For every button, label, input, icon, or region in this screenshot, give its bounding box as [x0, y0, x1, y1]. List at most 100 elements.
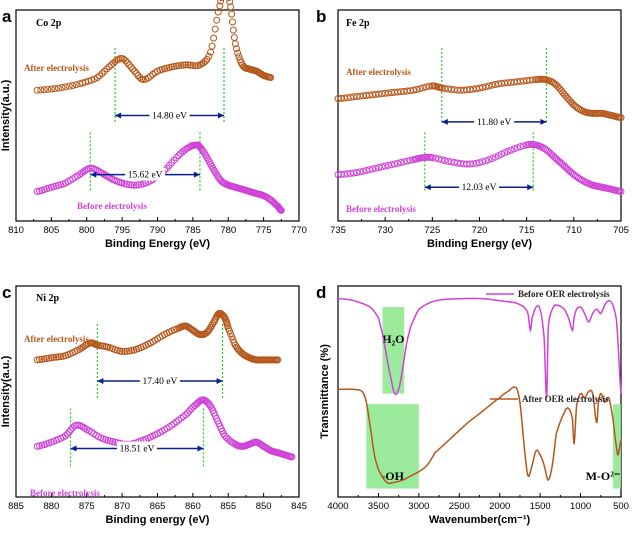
plot-frame: [15, 285, 300, 498]
data-point: [54, 353, 62, 361]
data-point: [416, 85, 424, 93]
panel-c: 885 880 875 870 865 860 855 850 845 Binding energ…: [0, 283, 307, 526]
data-point: [57, 353, 65, 361]
data-point: [391, 160, 399, 168]
highlight-band: [382, 307, 405, 394]
data-point: [617, 188, 625, 195]
data-point: [104, 173, 112, 181]
energy-label: 18.51 eV: [120, 444, 155, 454]
data-point: [129, 65, 137, 73]
data-point: [36, 356, 44, 364]
arrow-head-left: [424, 184, 431, 191]
data-point: [510, 145, 518, 153]
highlight-label: M-O²⁻: [586, 469, 621, 483]
data-point: [234, 49, 242, 57]
data-point: [177, 414, 185, 422]
arrow-head-left: [441, 118, 448, 125]
x-tick-label: 705: [613, 225, 629, 236]
label-bg: [139, 373, 180, 387]
panel-a: 810 805 800 795 790 785 780 775 770 Binding Energ…: [0, 0, 307, 250]
data-point: [149, 70, 157, 78]
data-point: [127, 63, 135, 71]
x-axis-title: Wavenumber(cm⁻¹): [429, 514, 531, 526]
data-point: [428, 154, 436, 162]
data-point: [172, 62, 180, 70]
data-point: [276, 205, 283, 213]
data-point: [122, 57, 130, 65]
data-point: [93, 167, 101, 174]
y-axis-title: Transmittance (%): [319, 344, 331, 439]
panel-letter: b: [316, 7, 326, 26]
x-tick-label: 850: [256, 501, 272, 512]
data-point: [214, 8, 222, 16]
data-point: [394, 159, 402, 167]
x-tick-label: 865: [150, 501, 166, 512]
data-point: [485, 156, 493, 164]
x-axis-title: Binding energy (eV): [106, 514, 210, 526]
data-point: [54, 84, 62, 92]
data-point: [105, 63, 113, 71]
arrow-head-left: [90, 171, 97, 178]
data-point: [50, 353, 58, 361]
data-point: [228, 10, 236, 18]
data-point: [274, 356, 282, 364]
data-point: [441, 157, 449, 164]
data-point: [202, 329, 210, 337]
data-point: [209, 320, 217, 328]
data-point: [235, 53, 243, 61]
data-point: [491, 153, 499, 161]
data-point: [397, 159, 405, 166]
data-point: [479, 84, 487, 91]
x-tick-label: 725: [424, 225, 440, 236]
data-point: [229, 18, 236, 26]
panel-title: Co 2p: [36, 18, 62, 29]
energy-label: 14.80 eV: [152, 112, 187, 122]
highlight-label: -OH: [381, 469, 404, 483]
data-point: [40, 355, 48, 363]
data-point: [362, 167, 370, 174]
data-point: [100, 67, 108, 75]
arrow-head-right: [527, 184, 534, 191]
legend-label: Before OER electrolysis: [518, 289, 610, 299]
data-point: [413, 86, 421, 93]
data-point: [201, 57, 209, 65]
data-point: [231, 341, 239, 349]
data-point: [79, 168, 87, 176]
x-tick-label: 715: [519, 225, 535, 236]
data-point: [134, 72, 142, 79]
arrow-head-left: [70, 445, 77, 452]
data-point: [288, 453, 296, 461]
data-point: [93, 74, 101, 81]
x-tick-label: 1000: [570, 501, 591, 512]
x-tick-label: 845: [291, 501, 307, 512]
data-point: [128, 181, 136, 189]
data-point: [125, 61, 133, 69]
data-point: [96, 72, 104, 80]
data-point: [123, 59, 131, 67]
data-point: [216, 2, 224, 10]
energy-label: 12.03 eV: [462, 183, 497, 193]
data-point: [208, 322, 216, 329]
data-point: [359, 167, 367, 175]
data-point: [179, 61, 187, 69]
data-point: [403, 157, 411, 165]
data-point: [45, 354, 53, 362]
x-tick-label: 780: [220, 225, 236, 236]
data-point: [277, 206, 285, 214]
data-point: [130, 181, 138, 189]
data-point: [102, 172, 110, 180]
data-point: [217, 0, 225, 5]
data-point: [72, 81, 80, 89]
panel-title: Fe 2p: [346, 18, 370, 29]
label-bg: [474, 114, 515, 128]
energy-label: 11.80 eV: [477, 118, 512, 128]
data-point: [230, 34, 238, 42]
data-point: [58, 84, 66, 91]
data-point: [40, 86, 48, 94]
x-tick-label: 885: [8, 501, 24, 512]
data-point: [482, 157, 490, 165]
data-point: [485, 82, 493, 90]
x-tick-label: 3500: [368, 501, 389, 512]
data-point: [69, 82, 77, 89]
data-point: [205, 52, 213, 60]
